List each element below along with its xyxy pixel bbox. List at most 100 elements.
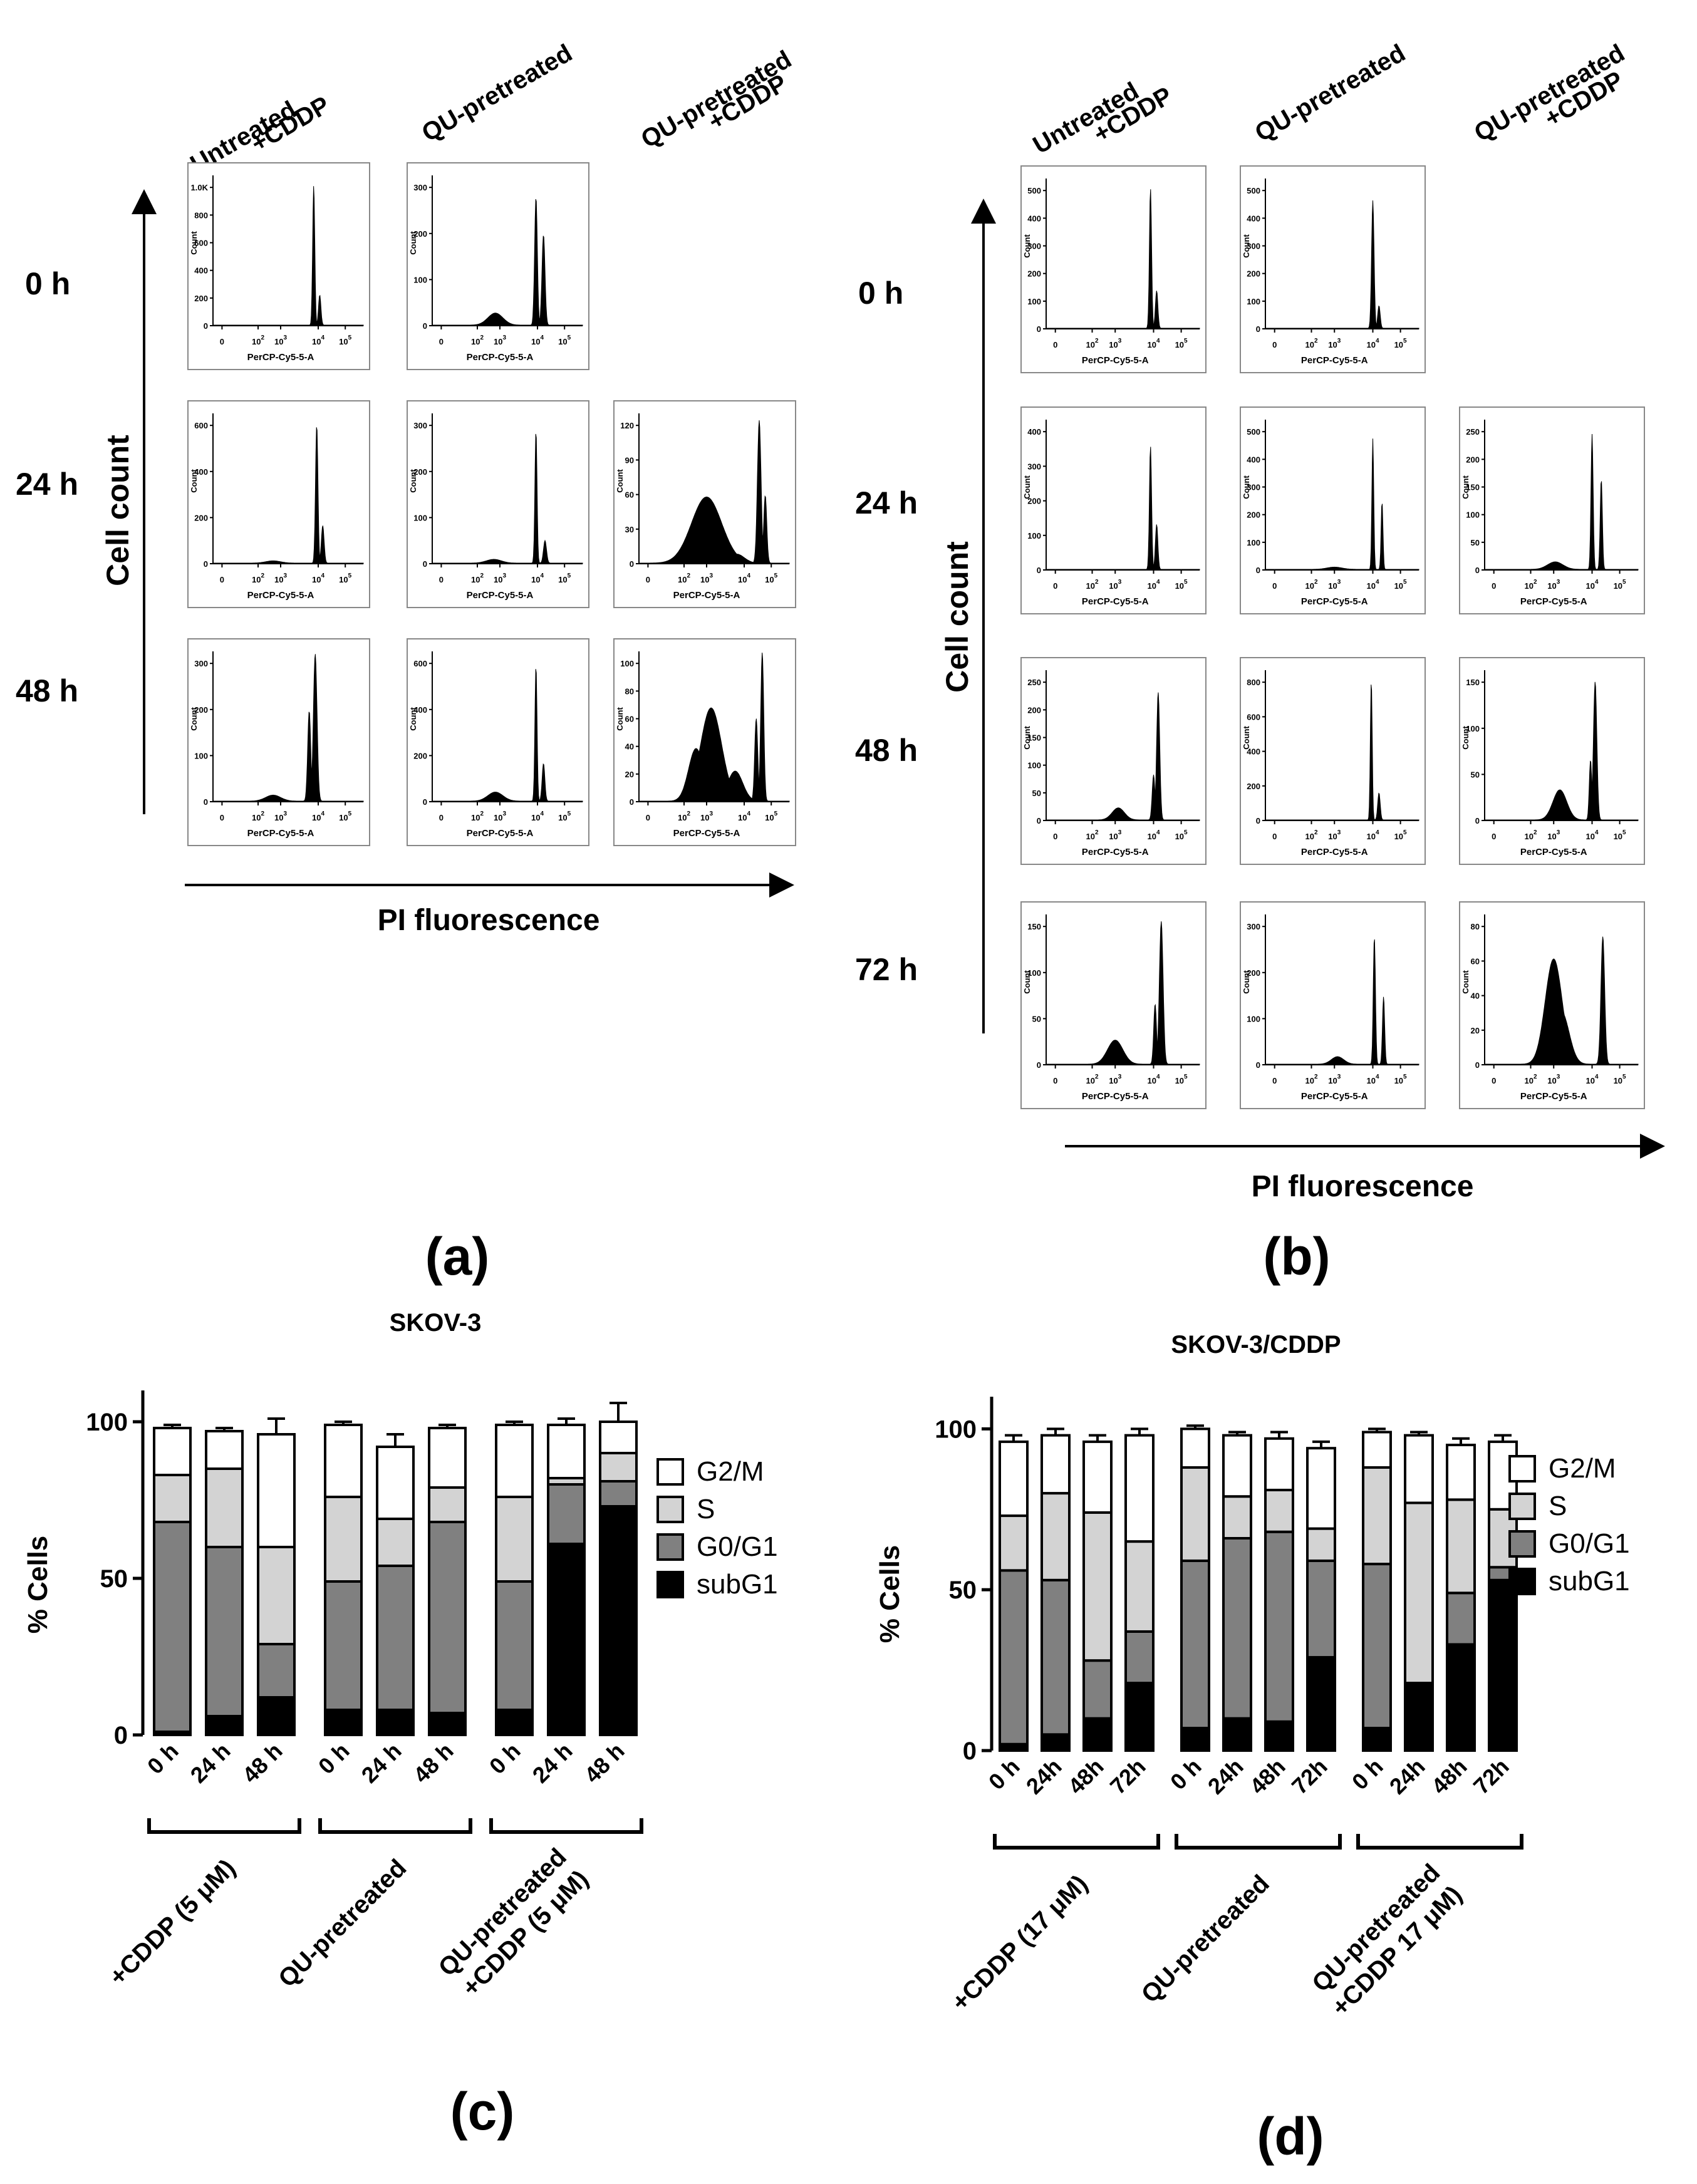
chart-c-y-tick-label: 100 bbox=[86, 1409, 128, 1436]
a-r2c1-y-tick-label: 600 bbox=[413, 659, 427, 668]
b-time-label-3: 72 h bbox=[855, 952, 918, 987]
chart-d-bar-S-5 bbox=[1222, 1495, 1252, 1540]
a-r0c0-x-tick-exponent: 3 bbox=[283, 334, 287, 341]
b-r1c1-y-tick-label: 400 bbox=[1247, 455, 1260, 464]
chart-d-bar-G0G1-4 bbox=[1180, 1559, 1210, 1730]
chart-c-bar-G0G1-6 bbox=[495, 1580, 534, 1711]
chart-d-category-label: 24h bbox=[1384, 1754, 1430, 1799]
a-r1c1-y-tick-label: 100 bbox=[413, 513, 427, 522]
b-r1c2-y-tick-label: 50 bbox=[1471, 538, 1480, 547]
a-r2c0-x-tick-label: 0 bbox=[220, 813, 224, 822]
a-r0c0-count-label: Count bbox=[189, 231, 199, 255]
b-r3c0-x-axis-label: PerCP-Cy5-5-A bbox=[1082, 1091, 1149, 1102]
chart-d-bar-G0G1-8 bbox=[1362, 1563, 1392, 1730]
chart-d-bar-subG1-8 bbox=[1362, 1727, 1392, 1752]
a-r0c0-x-tick-exponent: 2 bbox=[261, 334, 264, 341]
b-r2c1-y-tick-label: 800 bbox=[1247, 678, 1260, 687]
b-r0c0-x-tick-exponent: 2 bbox=[1095, 338, 1099, 344]
b-r2c2-count-label: Count bbox=[1461, 726, 1470, 750]
a-r2c2-x-tick-exponent: 3 bbox=[709, 810, 713, 817]
a-r0c0-x-tick-exponent: 5 bbox=[348, 334, 352, 341]
b-r2c0-y-tick-label: 200 bbox=[1027, 705, 1041, 715]
b-r3c1-x-tick-exponent: 3 bbox=[1337, 1074, 1341, 1080]
chart-d-bar-G0G1-10 bbox=[1446, 1591, 1476, 1646]
a-r1c2-x-tick-exponent: 3 bbox=[709, 572, 713, 579]
a-r1c0-x-tick-exponent: 4 bbox=[321, 572, 324, 579]
a-r0c0-x-tick-exponent: 4 bbox=[321, 334, 324, 341]
a-r2c2-y-tick-label: 80 bbox=[625, 686, 634, 696]
b-r1c1-count-label: Count bbox=[1242, 475, 1251, 499]
chart-d-bar-S-8 bbox=[1362, 1466, 1392, 1566]
chart-c-y-tick-label: 50 bbox=[100, 1565, 128, 1593]
a-r2c0-y-tick-label: 100 bbox=[194, 751, 208, 760]
b-r3c2-x-tick-exponent: 5 bbox=[1622, 1074, 1626, 1080]
a-r1c2-x-tick-exponent: 4 bbox=[747, 572, 750, 579]
a-r1c2-y-tick-label: 120 bbox=[620, 421, 634, 430]
a-r1c2-x-tick-exponent: 5 bbox=[774, 572, 778, 579]
b-cond-label-1-line-0: QU-pretreated bbox=[1250, 39, 1410, 147]
chart-c-category-label: 24 h bbox=[185, 1738, 236, 1788]
chart-c-group-label: QU-pretreated bbox=[273, 1854, 412, 1992]
b-r3c2-distribution bbox=[1484, 936, 1639, 1065]
b-r3c2-x-tick-exponent: 2 bbox=[1534, 1074, 1537, 1080]
a-r2c1-x-tick-label: 0 bbox=[439, 813, 444, 822]
chart-d-bar-S-0 bbox=[999, 1514, 1029, 1572]
b-r3c1-x-axis-label: PerCP-Cy5-5-A bbox=[1301, 1091, 1368, 1102]
chart-d-group-label: +CDDP (17 μM) bbox=[947, 1870, 1093, 2016]
b-r1c2-y-tick-label: 100 bbox=[1466, 510, 1480, 520]
b-r2c0-x-tick-exponent: 2 bbox=[1095, 829, 1099, 836]
b-r1c1-x-tick-exponent: 5 bbox=[1403, 579, 1407, 586]
a-r0c1-y-tick-label: 300 bbox=[413, 183, 427, 192]
b-r1c0-x-tick-label: 0 bbox=[1053, 581, 1057, 591]
b-r1c0-y-tick-label: 0 bbox=[1037, 566, 1041, 575]
a-r2c1-y-tick-label: 0 bbox=[423, 797, 427, 807]
b-r1c0-x-tick-exponent: 2 bbox=[1095, 579, 1099, 586]
chart-d-bar-G2M-8 bbox=[1362, 1431, 1392, 1469]
a-r1c2-x-tick-exponent: 2 bbox=[687, 572, 690, 579]
chart-c-legend-label: G2/M bbox=[697, 1456, 764, 1487]
b-r0c0-x-tick-exponent: 3 bbox=[1118, 338, 1122, 344]
a-r1c0-x-tick-label: 0 bbox=[220, 575, 224, 584]
b-r1c1-y-tick-label: 300 bbox=[1247, 483, 1260, 492]
b-r1c1-x-axis-label: PerCP-Cy5-5-A bbox=[1301, 596, 1368, 607]
b-r3c1-distribution bbox=[1265, 939, 1419, 1065]
b-r1c0-x-tick-exponent: 5 bbox=[1184, 579, 1188, 586]
b-r2c2-y-tick-label: 100 bbox=[1466, 724, 1480, 733]
chart-c-legend-swatch bbox=[656, 1496, 684, 1523]
b-r3c2-y-tick-label: 0 bbox=[1475, 1060, 1480, 1070]
b-r0c0-x-axis-label: PerCP-Cy5-5-A bbox=[1082, 355, 1149, 366]
b-r2c2-y-tick-label: 0 bbox=[1475, 816, 1480, 825]
a-r1c0-count-label: Count bbox=[189, 469, 199, 493]
a-r1c0-x-tick-exponent: 2 bbox=[261, 572, 264, 579]
chart-d-legend-label: S bbox=[1549, 1491, 1567, 1521]
chart-d-category-label: 0 h bbox=[1347, 1754, 1388, 1795]
b-r3c1-x-tick-exponent: 2 bbox=[1314, 1074, 1318, 1080]
b-time-label-0: 0 h bbox=[858, 276, 903, 311]
a-r1c1-x-tick-exponent: 5 bbox=[568, 572, 571, 579]
b-r0c0-x-tick-label: 0 bbox=[1053, 340, 1057, 349]
b-r0c1-y-tick-label: 400 bbox=[1247, 214, 1260, 223]
b-r0c1-y-tick-label: 200 bbox=[1247, 269, 1260, 279]
b-r3c0-x-tick-exponent: 2 bbox=[1095, 1074, 1099, 1080]
b-r2c0-x-tick-label: 0 bbox=[1053, 832, 1057, 841]
a-r2c0-distribution bbox=[212, 654, 364, 802]
b-r0c0-x-tick-exponent: 5 bbox=[1184, 338, 1188, 344]
b-r0c1-frame bbox=[1240, 165, 1426, 373]
b-r1c2-distribution bbox=[1484, 433, 1639, 571]
chart-c-bar-G2M-4 bbox=[376, 1446, 415, 1520]
b-r2c0-x-axis-label: PerCP-Cy5-5-A bbox=[1082, 847, 1149, 857]
a-r2c0-y-tick-label: 300 bbox=[194, 659, 208, 668]
a-r2c2-x-tick-exponent: 4 bbox=[747, 810, 750, 817]
a-r2c1-x-tick-exponent: 3 bbox=[502, 810, 506, 817]
a-r0c0-frame bbox=[187, 162, 370, 370]
chart-d-bar-G0G1-5 bbox=[1222, 1537, 1252, 1720]
panel-a-letter: (a) bbox=[425, 1227, 490, 1286]
b-r2c0-x-tick-exponent: 4 bbox=[1156, 829, 1160, 836]
chart-d-bar-subG1-11 bbox=[1488, 1578, 1518, 1752]
